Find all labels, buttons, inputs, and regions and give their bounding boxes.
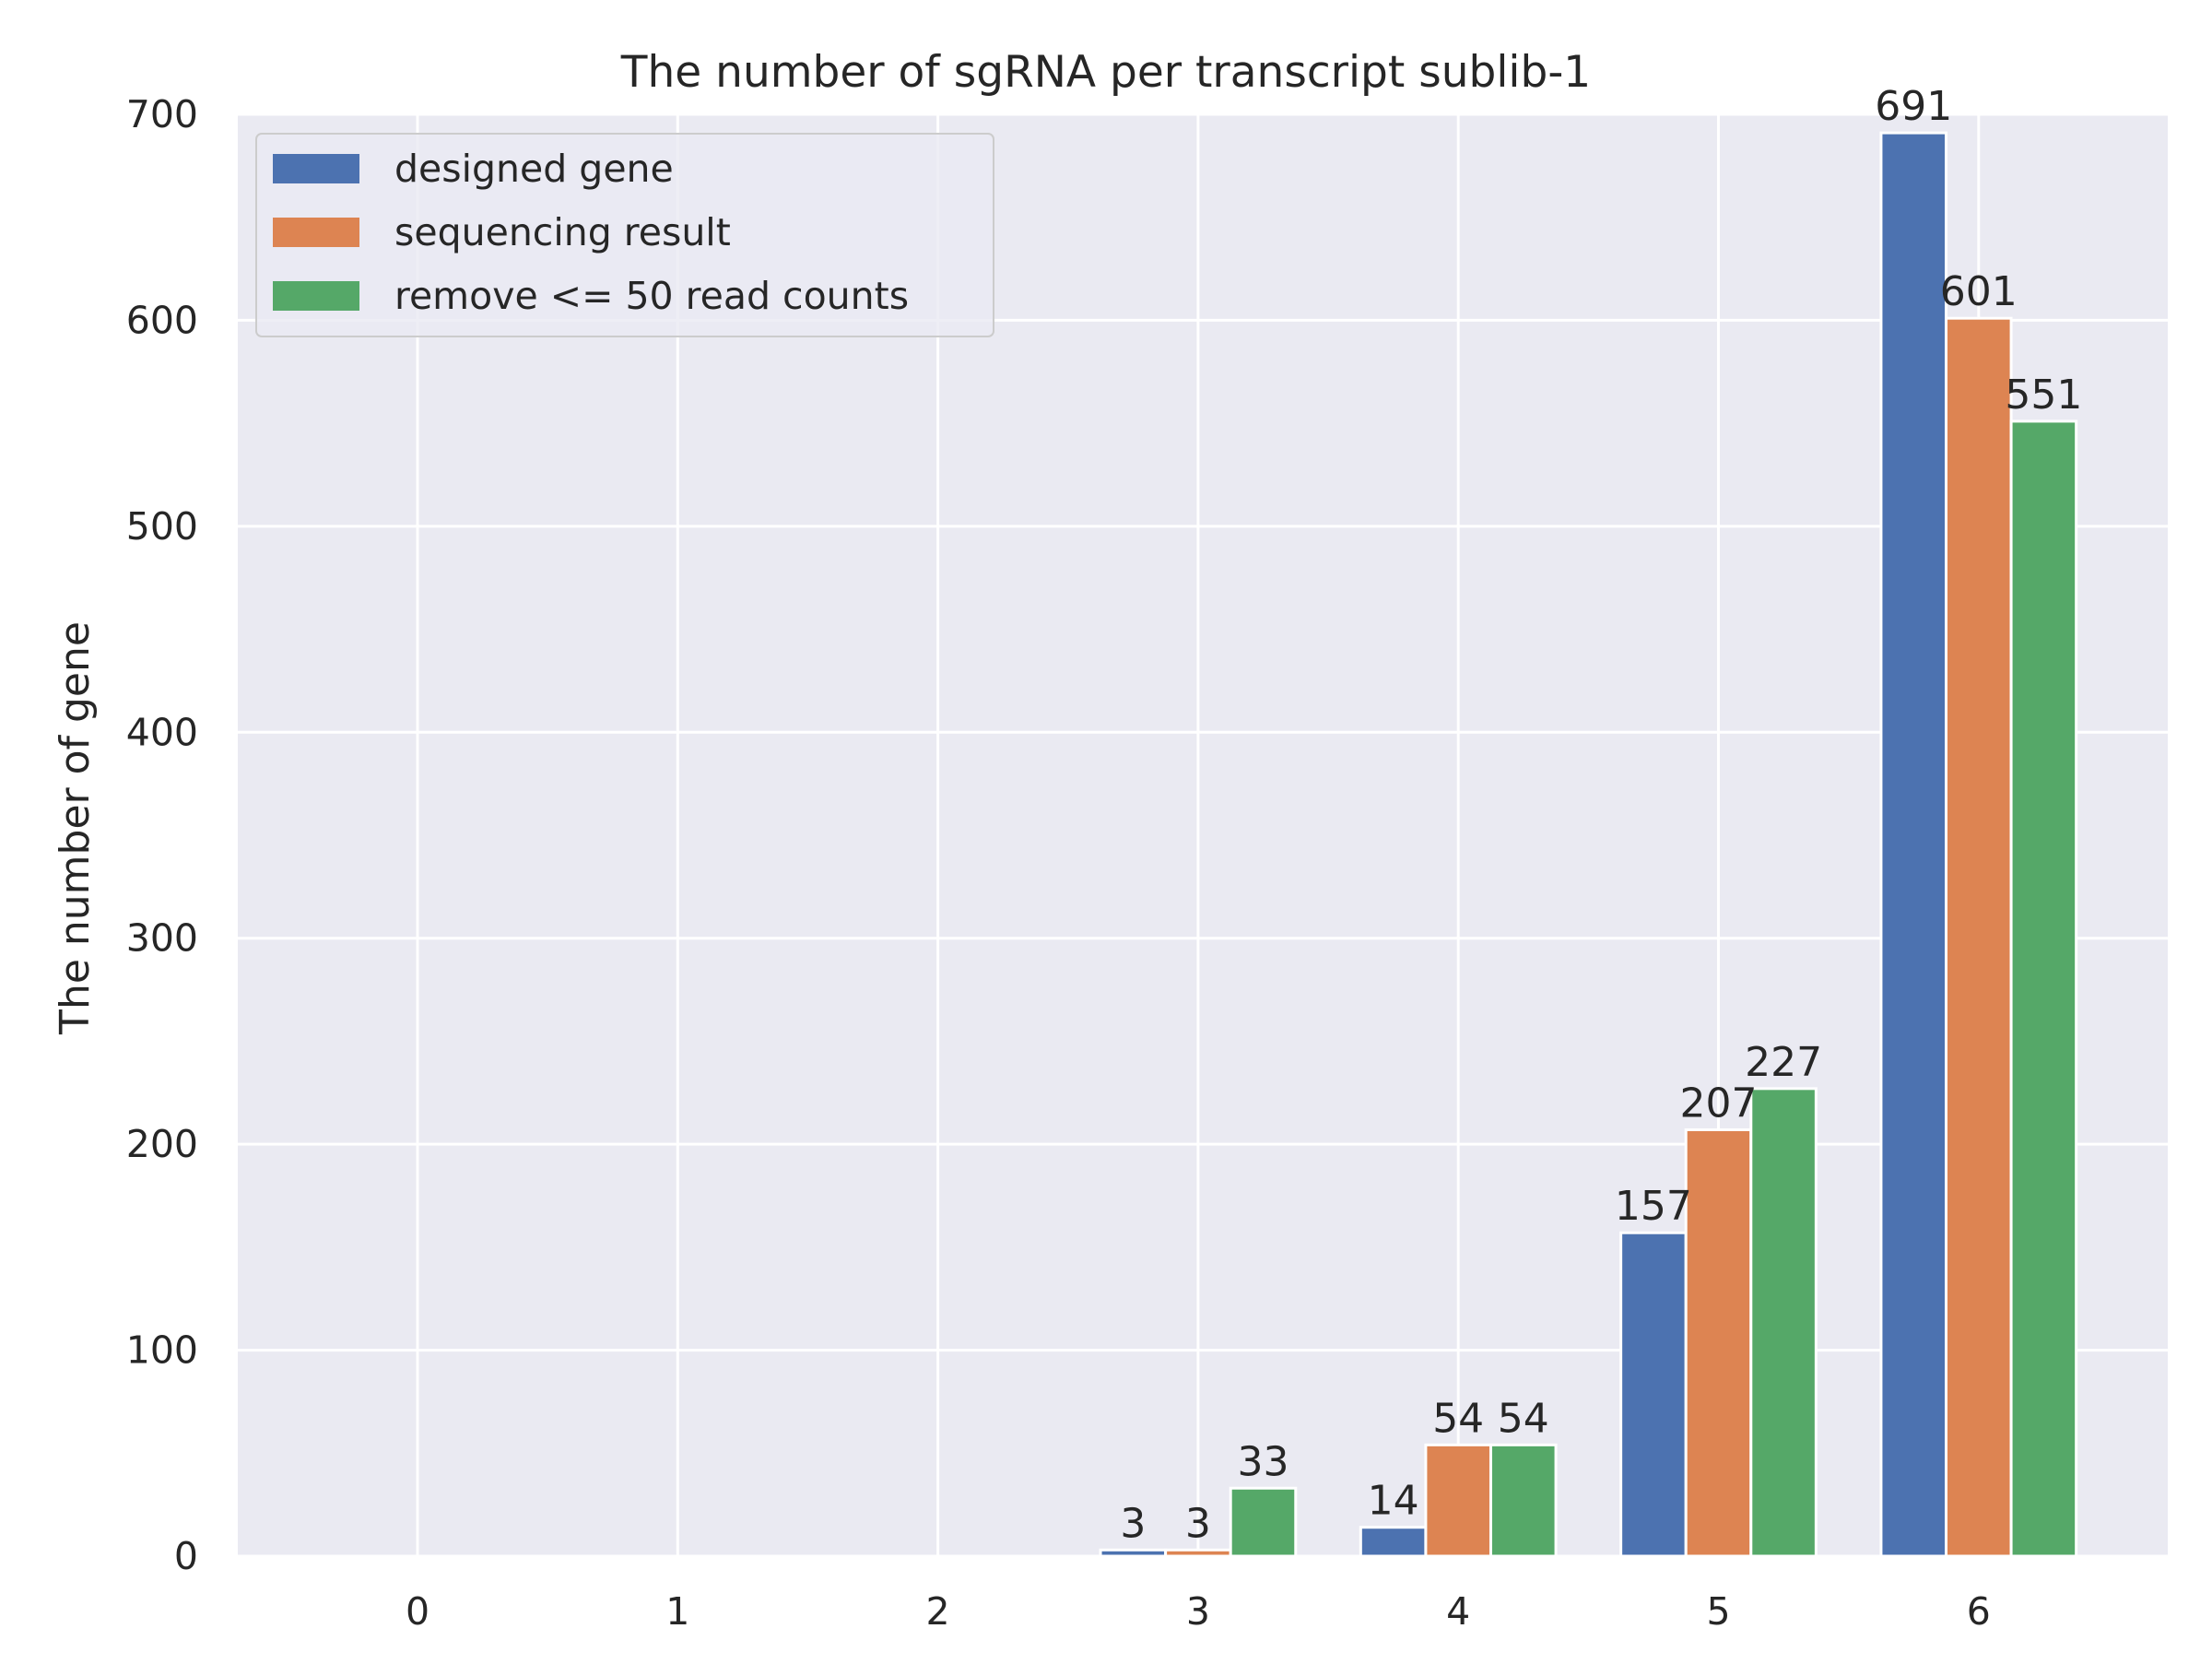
legend-swatch — [273, 281, 359, 311]
bar-value-label: 227 — [1745, 1039, 1822, 1086]
bar-value-label: 14 — [1368, 1478, 1419, 1525]
x-tick-label: 3 — [1186, 1589, 1210, 1634]
bar-value-label: 54 — [1432, 1395, 1484, 1442]
bars — [1099, 131, 2078, 1558]
bar — [1749, 1087, 1818, 1558]
bar-value-label: 33 — [1237, 1438, 1288, 1485]
y-tick-label: 200 — [126, 1122, 198, 1166]
bar-value-label: 3 — [1120, 1500, 1146, 1547]
x-tick-label: 6 — [1967, 1589, 1991, 1634]
x-tick-label: 5 — [1706, 1589, 1730, 1634]
y-tick-label: 500 — [126, 504, 198, 549]
x-tick-label: 4 — [1446, 1589, 1470, 1634]
x-tick-label: 2 — [926, 1589, 950, 1634]
bar-value-label: 157 — [1615, 1183, 1692, 1230]
legend-label: designed gene — [394, 147, 674, 191]
bar — [1099, 1548, 1168, 1558]
y-tick-labels: 0 100 200 300 400 500 600 700 — [126, 92, 198, 1578]
bar — [1879, 131, 1948, 1558]
bar-value-label: 551 — [2005, 372, 2082, 419]
legend-swatch — [273, 154, 359, 183]
legend: designed gene sequencing result remove <= … — [255, 133, 994, 337]
y-tick-label: 0 — [174, 1534, 198, 1578]
bar-value-label: 601 — [1940, 268, 2018, 315]
legend-swatch — [273, 218, 359, 247]
bar — [1945, 316, 2013, 1558]
y-tick-label: 600 — [126, 298, 198, 342]
bar-value-label: 54 — [1498, 1395, 1549, 1442]
x-tick-labels: 0 1 2 3 4 5 6 — [406, 1589, 1991, 1634]
y-axis-title: The number of gene — [52, 621, 99, 1035]
bar — [1424, 1443, 1492, 1558]
bar — [2009, 419, 2078, 1558]
bar — [1359, 1526, 1428, 1558]
legend-box — [255, 133, 994, 337]
legend-label: remove <= 50 read counts — [394, 274, 909, 318]
bar — [1229, 1486, 1298, 1558]
y-tick-label: 300 — [126, 916, 198, 961]
bar — [1488, 1443, 1558, 1558]
bar — [1619, 1231, 1688, 1558]
bar-value-label: 207 — [1680, 1080, 1758, 1127]
x-tick-label: 0 — [406, 1589, 429, 1634]
legend-label: sequencing result — [394, 210, 731, 254]
bar-value-label: 3 — [1185, 1500, 1211, 1547]
y-tick-label: 100 — [126, 1328, 198, 1373]
chart-title: The number of sgRNA per transcript subli… — [620, 47, 1591, 98]
bar-value-label: 691 — [1875, 83, 1952, 130]
y-tick-label: 700 — [126, 92, 198, 136]
bar — [1684, 1128, 1753, 1558]
x-tick-label: 1 — [665, 1589, 689, 1634]
bar — [1164, 1548, 1232, 1558]
plot-area — [238, 114, 2168, 1556]
bar-value-labels: 3 14 157 691 3 54 207 601 33 54 227 551 — [1120, 83, 2082, 1547]
y-tick-label: 400 — [126, 710, 198, 754]
